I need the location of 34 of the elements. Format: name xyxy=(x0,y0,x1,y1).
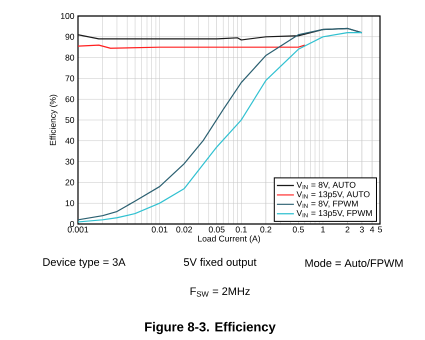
x-tick-label: 0.5 xyxy=(292,226,304,233)
text: Device type = 3A xyxy=(43,258,126,268)
text: Mode = Auto/FPWM xyxy=(305,258,403,268)
x-tick-label: 0.1 xyxy=(236,226,247,233)
x-axis-title: Load Current (A) xyxy=(198,235,260,244)
y-tick-label: 60 xyxy=(65,96,74,102)
y-tick-label: 90 xyxy=(65,34,74,40)
legend-label: V$_{IN}$ = 13p5V, FPWM xyxy=(296,210,372,218)
x-tick-label: 5 xyxy=(378,226,382,232)
text: 5V fixed output xyxy=(184,258,256,268)
x-tick-label: 0.01 xyxy=(152,226,168,233)
y-tick-label: 50 xyxy=(65,117,74,123)
y-tick-label: 100 xyxy=(60,13,74,19)
x-tick-label: 4 xyxy=(370,226,374,232)
y-tick-label: 30 xyxy=(65,158,74,165)
legend-label: V$_{IN}$ = 13p5V, AUTO xyxy=(296,191,370,199)
x-tick-label: 1 xyxy=(321,226,325,232)
x-tick-label: 2 xyxy=(346,226,350,232)
x-tick-label: 0.02 xyxy=(176,226,192,233)
y-tick-label: 0 xyxy=(70,221,74,227)
legend-label: V$_{IN}$ = 8V, AUTO xyxy=(296,182,356,190)
y-tick-label: 70 xyxy=(65,75,74,82)
y-axis-title: Efficiency (%) xyxy=(50,94,58,146)
x-tick-label: 0.05 xyxy=(208,226,225,233)
legend-label: V$_{IN}$ = 8V, FPWM xyxy=(296,200,358,208)
text: F$_{SW}$ = 2MHz xyxy=(190,287,250,297)
y-tick-label: 80 xyxy=(65,54,74,61)
text: Figure 8-3. Efficiency xyxy=(145,322,276,334)
x-tick-label: 3 xyxy=(360,226,364,233)
x-tick-label: 0.2 xyxy=(260,226,272,233)
y-tick-label: 10 xyxy=(66,200,74,206)
y-tick-label: 40 xyxy=(65,138,74,144)
x-tick-label: 0.001 xyxy=(68,226,88,233)
y-tick-label: 20 xyxy=(65,179,74,186)
